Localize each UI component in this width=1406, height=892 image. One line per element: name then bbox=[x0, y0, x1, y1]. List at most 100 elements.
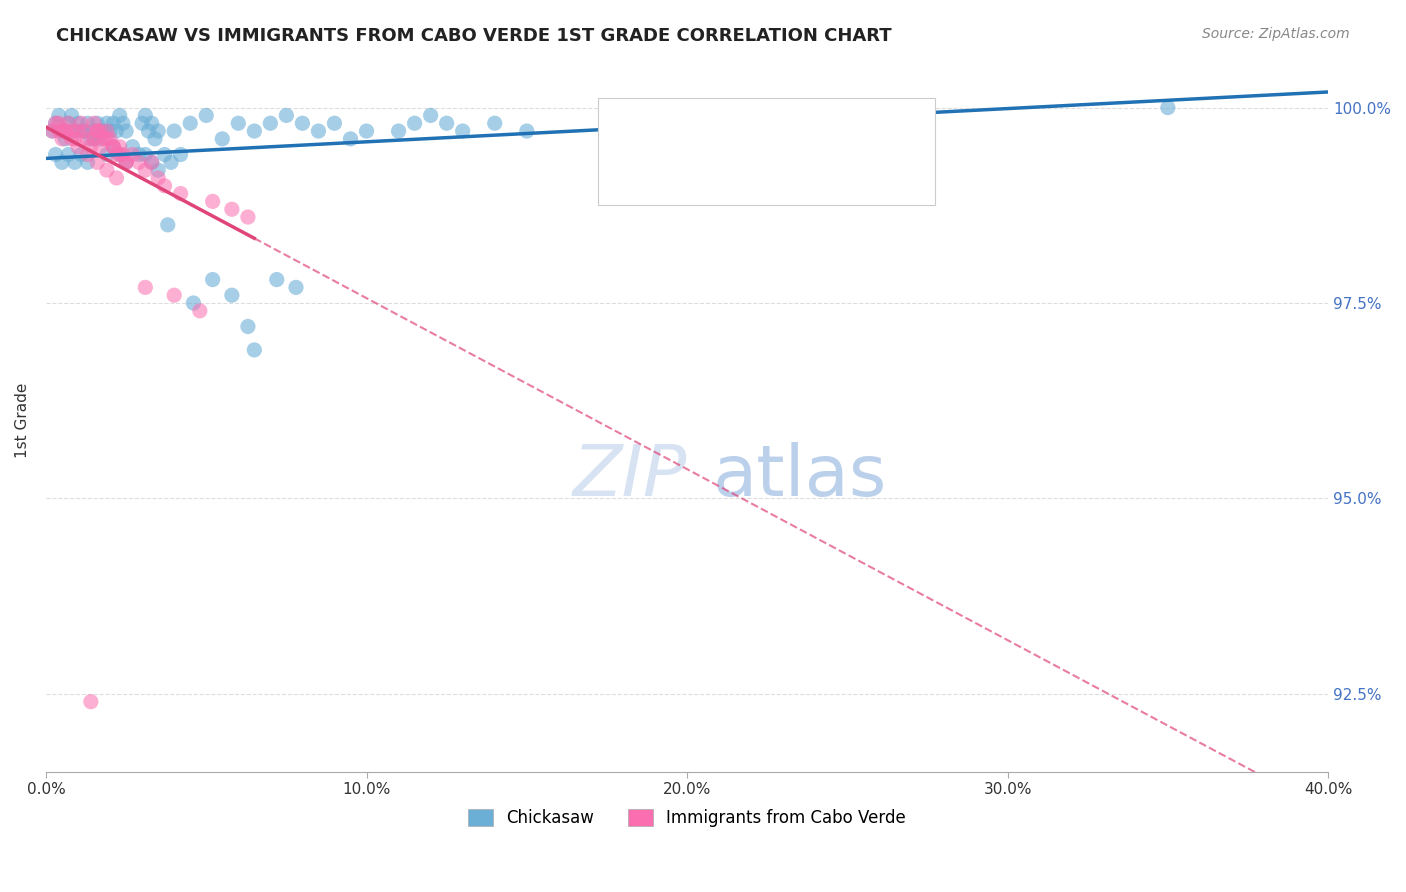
Point bbox=[108, 147, 131, 161]
Point bbox=[93, 132, 115, 146]
Point bbox=[404, 116, 426, 130]
Text: CHICKASAW VS IMMIGRANTS FROM CABO VERDE 1ST GRADE CORRELATION CHART: CHICKASAW VS IMMIGRANTS FROM CABO VERDE … bbox=[56, 27, 891, 45]
Point bbox=[146, 171, 169, 186]
Point bbox=[89, 124, 111, 138]
Point bbox=[146, 124, 169, 138]
Point bbox=[70, 124, 93, 138]
Point bbox=[48, 108, 70, 122]
Point bbox=[243, 124, 266, 138]
Point bbox=[103, 139, 125, 153]
Point bbox=[156, 218, 179, 232]
Point bbox=[387, 124, 409, 138]
Point bbox=[243, 343, 266, 357]
Point bbox=[484, 116, 506, 130]
Point bbox=[128, 155, 150, 169]
Point bbox=[128, 147, 150, 161]
Point bbox=[58, 116, 80, 130]
Point bbox=[236, 319, 259, 334]
Point bbox=[141, 155, 163, 169]
Point bbox=[105, 124, 128, 138]
Point bbox=[163, 124, 186, 138]
Point bbox=[70, 147, 93, 161]
Point bbox=[195, 108, 218, 122]
Point bbox=[60, 132, 83, 146]
Point bbox=[63, 155, 86, 169]
Point bbox=[115, 155, 138, 169]
Text: Source: ZipAtlas.com: Source: ZipAtlas.com bbox=[1202, 27, 1350, 41]
Point bbox=[60, 108, 83, 122]
Point bbox=[111, 147, 134, 161]
Text: R = -0.281   N = 53: R = -0.281 N = 53 bbox=[668, 163, 845, 181]
Text: R =  0.327   N = 79: R = 0.327 N = 79 bbox=[668, 129, 845, 147]
Point bbox=[436, 116, 458, 130]
Point bbox=[76, 132, 98, 146]
Point bbox=[51, 124, 73, 138]
Point bbox=[134, 280, 156, 294]
Point bbox=[41, 124, 63, 138]
Point bbox=[51, 155, 73, 169]
Point bbox=[83, 132, 105, 146]
Point bbox=[115, 124, 138, 138]
Point bbox=[138, 124, 160, 138]
Point bbox=[236, 210, 259, 224]
Point bbox=[356, 124, 378, 138]
Point bbox=[339, 132, 361, 146]
Point bbox=[53, 132, 76, 146]
Point bbox=[98, 124, 121, 138]
Point bbox=[45, 116, 67, 130]
Point bbox=[111, 116, 134, 130]
Legend: Chickasaw, Immigrants from Cabo Verde: Chickasaw, Immigrants from Cabo Verde bbox=[461, 803, 912, 834]
Point bbox=[45, 147, 67, 161]
Point bbox=[105, 171, 128, 186]
Point bbox=[66, 124, 89, 138]
Point bbox=[58, 147, 80, 161]
Point bbox=[93, 124, 115, 138]
Text: ZIP: ZIP bbox=[572, 442, 688, 511]
Point bbox=[141, 116, 163, 130]
Point bbox=[53, 124, 76, 138]
Point bbox=[115, 155, 138, 169]
Text: atlas: atlas bbox=[713, 442, 887, 511]
Point bbox=[60, 124, 83, 138]
Point bbox=[259, 116, 281, 130]
Point bbox=[80, 132, 103, 146]
Point bbox=[108, 139, 131, 153]
Y-axis label: 1st Grade: 1st Grade bbox=[15, 383, 30, 458]
Point bbox=[134, 108, 156, 122]
Point bbox=[80, 695, 103, 709]
Point bbox=[58, 116, 80, 130]
Point bbox=[291, 116, 314, 130]
Point bbox=[188, 303, 211, 318]
Point bbox=[89, 132, 111, 146]
Point bbox=[86, 116, 108, 130]
Point bbox=[76, 116, 98, 130]
Point bbox=[48, 124, 70, 138]
Point bbox=[108, 147, 131, 161]
Point bbox=[103, 139, 125, 153]
Point bbox=[169, 147, 191, 161]
Point bbox=[221, 288, 243, 302]
Point bbox=[103, 116, 125, 130]
Point bbox=[48, 116, 70, 130]
Point bbox=[419, 108, 441, 122]
Point bbox=[53, 124, 76, 138]
Point bbox=[451, 124, 474, 138]
Point bbox=[307, 124, 329, 138]
Point bbox=[516, 124, 538, 138]
Point bbox=[201, 194, 224, 209]
Point bbox=[80, 139, 103, 153]
Point bbox=[66, 139, 89, 153]
Point bbox=[183, 296, 205, 310]
Point bbox=[179, 116, 201, 130]
Point bbox=[1157, 101, 1180, 115]
Point bbox=[115, 155, 138, 169]
Point bbox=[143, 132, 166, 146]
Point bbox=[51, 132, 73, 146]
Point bbox=[134, 163, 156, 178]
Point bbox=[96, 163, 118, 178]
Point bbox=[221, 202, 243, 217]
Point bbox=[98, 132, 121, 146]
Point bbox=[66, 116, 89, 130]
Point bbox=[276, 108, 298, 122]
Point bbox=[45, 116, 67, 130]
